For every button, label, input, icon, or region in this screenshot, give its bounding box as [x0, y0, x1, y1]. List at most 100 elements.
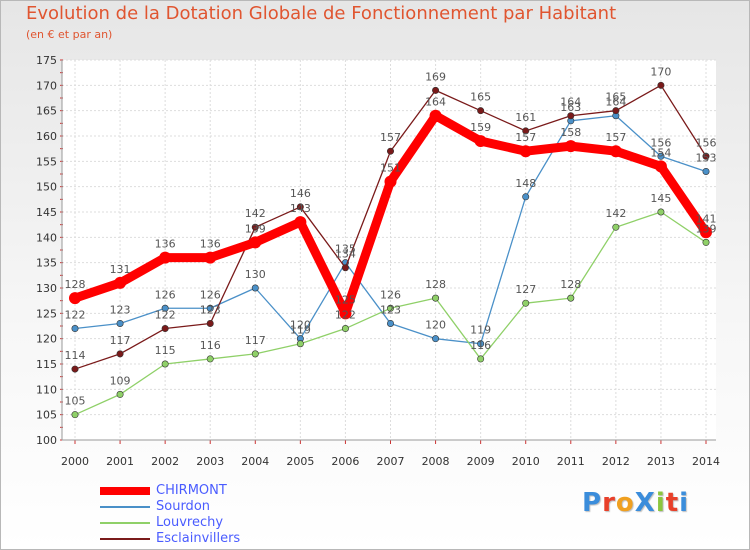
y-tick-label: 105	[36, 409, 57, 422]
data-point	[702, 167, 710, 175]
data-label: 156	[650, 136, 671, 149]
data-point	[296, 340, 304, 348]
legend-swatch	[100, 506, 150, 508]
data-label: 136	[155, 238, 176, 251]
data-point	[702, 152, 710, 160]
data-label: 157	[605, 131, 626, 144]
data-point	[206, 355, 214, 363]
data-point	[339, 307, 352, 320]
data-label: 105	[65, 395, 86, 408]
data-point	[522, 193, 530, 201]
data-label: 123	[200, 303, 221, 316]
data-point	[654, 160, 667, 173]
data-point	[522, 127, 530, 135]
data-label: 126	[380, 288, 401, 301]
data-point	[114, 276, 127, 289]
data-point	[341, 264, 349, 272]
data-point	[386, 304, 394, 312]
data-point	[341, 325, 349, 333]
data-point	[384, 175, 397, 188]
data-point	[519, 145, 532, 158]
data-label: 136	[200, 238, 221, 251]
chart-title: Evolution de la Dotation Globale de Fonc…	[26, 3, 617, 24]
data-label: 123	[380, 303, 401, 316]
data-label: 120	[425, 319, 446, 332]
data-label: 141	[696, 212, 717, 225]
series-chirmont	[69, 109, 712, 320]
data-point	[296, 203, 304, 211]
data-label: 164	[605, 96, 626, 109]
series-esclainvillers	[71, 81, 710, 373]
data-point	[204, 251, 217, 264]
data-label: 143	[290, 202, 311, 215]
data-label: 157	[515, 131, 536, 144]
data-point	[251, 223, 259, 231]
data-label: 123	[110, 303, 131, 316]
x-tick-label: 2003	[196, 455, 224, 468]
data-label: 169	[425, 70, 446, 83]
data-label: 153	[696, 151, 717, 164]
x-tick-label: 2012	[602, 455, 630, 468]
y-tick-label: 135	[36, 257, 57, 270]
logo-letter: t	[665, 488, 680, 518]
data-label: 126	[200, 288, 221, 301]
y-tick-label: 110	[36, 383, 57, 396]
legend-swatch	[100, 522, 150, 524]
logo-letter: i	[679, 488, 690, 518]
data-point	[116, 390, 124, 398]
y-tick-label: 125	[36, 307, 57, 320]
x-tick-label: 2013	[647, 455, 675, 468]
data-label: 126	[155, 288, 176, 301]
data-point	[251, 350, 259, 358]
x-tick-label: 2002	[151, 455, 179, 468]
x-tick-label: 2007	[377, 455, 405, 468]
y-tick-label: 160	[36, 130, 57, 143]
data-label: 142	[245, 207, 266, 220]
data-label: 170	[650, 65, 671, 78]
data-label: 115	[155, 344, 176, 357]
data-label: 130	[245, 268, 266, 281]
data-label: 131	[110, 263, 131, 276]
data-label: 139	[245, 222, 266, 235]
y-tick-label: 100	[36, 434, 57, 447]
data-label: 114	[65, 349, 86, 362]
data-point	[702, 238, 710, 246]
data-label: 116	[470, 339, 491, 352]
data-label: 139	[696, 222, 717, 235]
data-point	[700, 226, 712, 239]
data-label: 127	[515, 283, 536, 296]
data-label: 109	[110, 374, 131, 387]
data-point	[71, 325, 79, 333]
legend-label: Louvrechy	[156, 515, 224, 530]
data-label: 157	[380, 131, 401, 144]
data-point	[206, 319, 214, 327]
proxiti-logo: ProXiti	[582, 488, 689, 518]
plot-area	[62, 60, 716, 440]
data-point	[432, 86, 440, 94]
data-label: 164	[425, 96, 446, 109]
data-label: 135	[335, 243, 356, 256]
data-point	[206, 304, 214, 312]
data-label: 164	[560, 96, 581, 109]
logo-letter: r	[602, 488, 616, 518]
y-tick-label: 150	[36, 181, 57, 194]
legend-label: CHIRMONT	[156, 483, 227, 498]
y-tick-label: 120	[36, 333, 57, 346]
data-point	[477, 107, 485, 115]
y-tick-label: 140	[36, 231, 57, 244]
x-tick-label: 2008	[422, 455, 450, 468]
data-label: 154	[650, 146, 671, 159]
series-louvrechy	[71, 208, 710, 419]
data-label: 117	[110, 334, 131, 347]
data-label: 158	[560, 126, 581, 139]
data-label: 165	[470, 91, 491, 104]
data-point	[657, 81, 665, 89]
data-point	[116, 319, 124, 327]
data-label: 116	[200, 339, 221, 352]
legend-label: Esclainvillers	[156, 531, 241, 546]
y-tick-label: 155	[36, 155, 57, 168]
data-point	[294, 216, 307, 229]
data-point	[71, 365, 79, 373]
data-point	[612, 223, 620, 231]
